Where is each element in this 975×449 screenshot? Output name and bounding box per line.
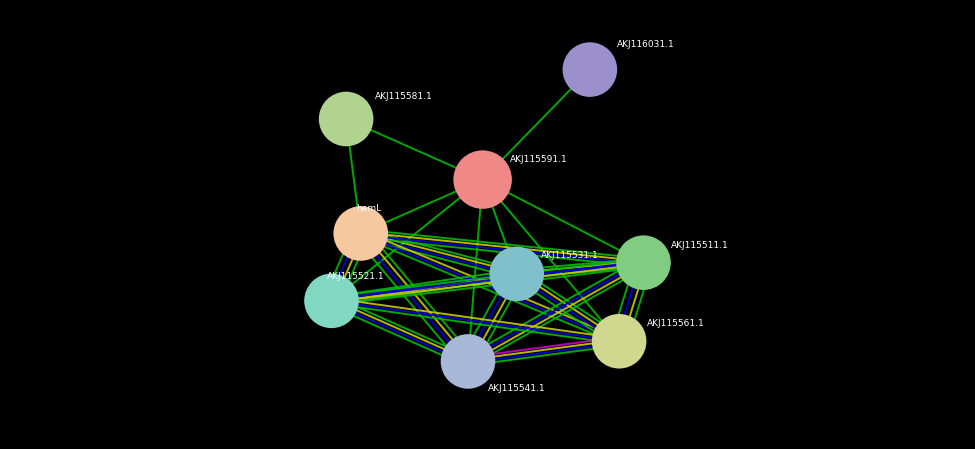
Text: AKJ115521.1: AKJ115521.1 <box>327 272 384 281</box>
Text: AKJ115581.1: AKJ115581.1 <box>375 92 433 101</box>
Ellipse shape <box>616 235 671 290</box>
Text: AKJ115591.1: AKJ115591.1 <box>510 155 567 164</box>
Ellipse shape <box>319 92 373 146</box>
Ellipse shape <box>304 273 359 328</box>
Ellipse shape <box>563 42 617 97</box>
Ellipse shape <box>489 247 544 301</box>
Ellipse shape <box>592 314 646 369</box>
Ellipse shape <box>453 150 512 209</box>
Text: AKJ115531.1: AKJ115531.1 <box>541 251 599 260</box>
Ellipse shape <box>441 334 495 389</box>
Ellipse shape <box>333 206 388 261</box>
Text: AKJ115561.1: AKJ115561.1 <box>646 319 704 328</box>
Text: AKJ115541.1: AKJ115541.1 <box>488 384 545 393</box>
Text: hemL: hemL <box>356 204 381 213</box>
Text: AKJ115511.1: AKJ115511.1 <box>671 241 728 250</box>
Text: AKJ116031.1: AKJ116031.1 <box>617 40 675 49</box>
